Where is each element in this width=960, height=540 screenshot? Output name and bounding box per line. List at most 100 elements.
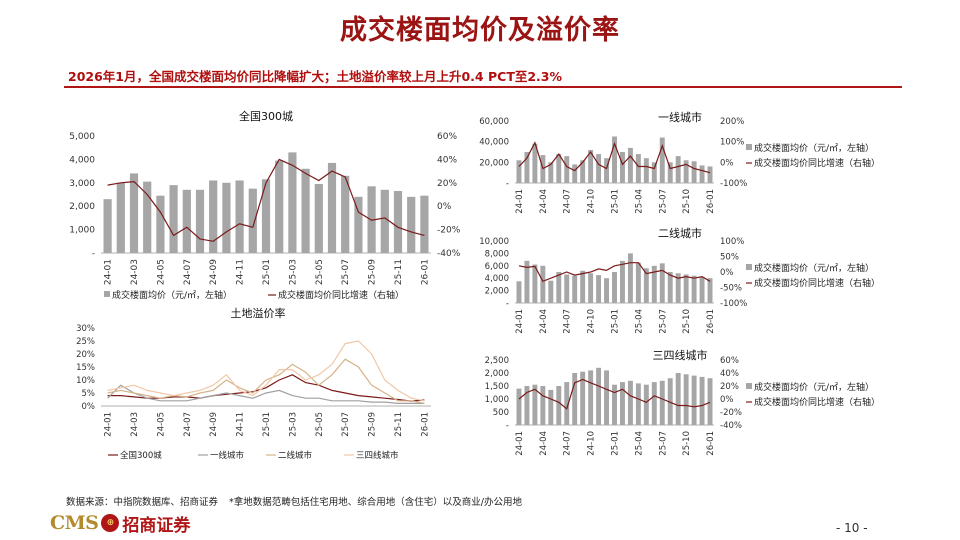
tier1-bar xyxy=(627,147,633,183)
tier34-y2-tick: 40% xyxy=(720,369,739,379)
tier34-y-tick: 2,500 xyxy=(485,356,509,366)
tier2-y-tick: 6,000 xyxy=(485,262,509,272)
tier1-x-tick: 24-07 xyxy=(563,189,573,214)
national-bar xyxy=(420,195,429,253)
tier2-bar xyxy=(675,273,681,303)
tier1-y2-tick: -100% xyxy=(720,179,747,189)
tier34-bar xyxy=(564,382,570,425)
tier34-bar xyxy=(659,380,665,425)
tier2-y2-tick: -50% xyxy=(720,284,742,294)
tier1-bar xyxy=(691,161,697,183)
tier34-bar xyxy=(540,386,546,425)
premium-x-tick: 25-07 xyxy=(341,412,351,437)
tier1-y2-tick: 200% xyxy=(720,117,744,127)
tier2-x-tick: 25-04 xyxy=(634,309,644,334)
tier2-y-tick: - xyxy=(506,299,509,309)
tier34-x-tick: 25-04 xyxy=(634,431,644,456)
tier34-legend-bar-label: 成交楼面均价（元/㎡，左轴） xyxy=(754,381,874,393)
tier1-bar xyxy=(580,160,586,183)
national-x-tick: 26-01 xyxy=(420,259,430,285)
national-y-tick: 1,000 xyxy=(69,226,95,236)
tier34-y2-tick: 20% xyxy=(720,382,739,392)
tier34-bar xyxy=(619,382,625,425)
tier1-y2-tick: 0% xyxy=(720,158,734,168)
tier34-bar xyxy=(675,373,681,425)
tier2-y2-tick: -100% xyxy=(720,299,747,309)
tier1-bar xyxy=(707,166,713,183)
tier2-legend-line-label: 成交楼面均价同比增速（右轴） xyxy=(754,277,880,289)
page-number: - 10 - xyxy=(836,521,868,535)
tier2-x-tick: 25-01 xyxy=(611,309,621,334)
tier34-y2-tick: 0% xyxy=(720,395,734,405)
tier1-y-tick: 20,000 xyxy=(479,158,509,168)
tier34-bar xyxy=(635,383,641,425)
tier34-y2-tick: 60% xyxy=(720,356,739,366)
tier1-legend-bar-swatch xyxy=(746,144,752,150)
tier34-bar xyxy=(612,384,617,425)
tier34-line-1 xyxy=(518,378,711,410)
tier2-bar xyxy=(651,265,657,303)
national-bar xyxy=(288,152,297,253)
tier2-y-tick: 2,000 xyxy=(485,287,509,297)
tier2-y-tick: 10,000 xyxy=(479,237,509,247)
national-bar xyxy=(209,180,218,253)
tier34-bar xyxy=(556,386,562,425)
tier1-bar xyxy=(556,154,562,183)
national-bar xyxy=(393,190,403,253)
tier1-x-tick: 25-01 xyxy=(611,189,621,214)
tier2-bar xyxy=(532,264,538,303)
premium-x-tick: 24-03 xyxy=(130,412,140,437)
premium-x-tick: 25-01 xyxy=(262,412,272,437)
national-bar xyxy=(354,196,363,253)
tier34-bar xyxy=(707,378,713,425)
premium-x-tick: 25-03 xyxy=(288,412,298,437)
tier1-y-tick: 40,000 xyxy=(479,138,509,148)
premium-y-tick: 0% xyxy=(82,402,96,412)
tier2-bar xyxy=(596,275,602,303)
tier1-bar xyxy=(699,165,705,183)
tier1-x-tick: 26-01 xyxy=(706,189,716,214)
tier2-bar xyxy=(540,265,546,303)
national-x-tick: 24-03 xyxy=(130,259,140,285)
tier2-legend-bar-label: 成交楼面均价（元/㎡，左轴） xyxy=(754,262,874,274)
premium-y-tick: 20% xyxy=(76,350,95,360)
tier34-bar xyxy=(699,376,705,425)
tier1-bar xyxy=(516,160,522,183)
national-bar xyxy=(380,189,389,253)
national-y-tick: 3,000 xyxy=(69,179,95,189)
tier2-bar xyxy=(556,272,562,303)
national-bar xyxy=(407,196,416,253)
premium-y-tick: 5% xyxy=(82,389,96,399)
national-bar xyxy=(143,181,152,253)
scope-note: *拿地数据范畴包括住宅用地、综合用地（含住宅）以及商业/办公用地 xyxy=(229,497,522,508)
national-bar xyxy=(314,183,323,253)
tier1-x-tick: 24-04 xyxy=(539,189,549,214)
tier1-bar xyxy=(548,162,554,183)
national-x-tick: 24-11 xyxy=(236,259,246,285)
tier34-bar xyxy=(651,382,657,425)
footnote: 数据来源：中指院数据库、招商证券 *拿地数据范畴包括住宅用地、综合用地（含住宅）… xyxy=(66,494,530,508)
tier1-bar xyxy=(635,154,641,183)
premium-x-tick: 25-05 xyxy=(315,412,325,437)
premium-x-tick: 24-05 xyxy=(156,412,166,437)
national-y2-tick: 0% xyxy=(437,202,452,212)
tier2-bar xyxy=(516,281,522,303)
tier2-bar xyxy=(627,253,633,303)
tier2-bar xyxy=(643,268,649,303)
tier1-line-1 xyxy=(518,141,711,174)
tier1-bar xyxy=(588,149,594,183)
tier2-line-1 xyxy=(518,262,711,283)
tier1-y-tick: - xyxy=(506,179,509,189)
tier34-x-tick: 24-07 xyxy=(563,431,573,456)
national-bar xyxy=(235,180,244,253)
logo-cms-text: CMS xyxy=(50,512,99,534)
logo-seal-icon: ⊕ xyxy=(101,514,120,532)
tier2-y2-tick: 50% xyxy=(720,253,739,263)
national-bar xyxy=(248,188,257,253)
tier2-bar xyxy=(580,270,586,303)
tier34-x-tick: 24-01 xyxy=(515,431,525,456)
national-x-tick: 24-09 xyxy=(209,259,219,285)
tier34-bar xyxy=(524,386,530,425)
tier34-y-tick: 1,000 xyxy=(485,395,509,405)
premium-x-tick: 26-01 xyxy=(420,412,430,437)
